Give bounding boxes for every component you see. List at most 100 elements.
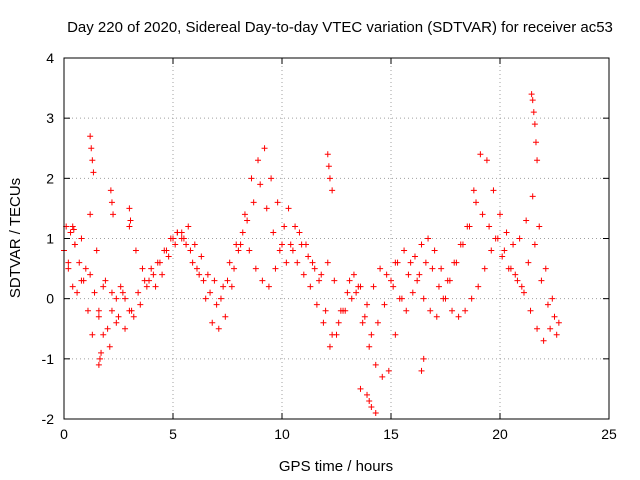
data-point xyxy=(224,277,231,284)
data-point xyxy=(69,283,76,290)
x-tick-label: 20 xyxy=(492,426,508,442)
data-point xyxy=(104,325,111,332)
data-point xyxy=(265,283,272,290)
data-point xyxy=(106,343,113,350)
data-point xyxy=(477,151,484,158)
data-point xyxy=(222,313,229,320)
data-point xyxy=(272,265,279,272)
data-point xyxy=(65,259,72,266)
data-point xyxy=(348,295,355,302)
data-point xyxy=(329,187,336,194)
data-point xyxy=(503,229,510,236)
data-point xyxy=(420,355,427,362)
data-point xyxy=(350,271,357,278)
data-point xyxy=(311,265,318,272)
data-point xyxy=(87,133,94,140)
data-point xyxy=(200,277,207,284)
data-point xyxy=(392,331,399,338)
data-point xyxy=(154,259,161,266)
data-point xyxy=(516,235,523,242)
data-point xyxy=(326,343,333,350)
data-point xyxy=(372,409,379,416)
data-point xyxy=(226,259,233,266)
data-point xyxy=(87,211,94,218)
data-point xyxy=(525,259,532,266)
data-point xyxy=(100,331,107,338)
data-point xyxy=(455,313,462,320)
data-point xyxy=(250,199,257,206)
series-track-a xyxy=(61,145,562,380)
data-point xyxy=(414,277,421,284)
data-point xyxy=(300,271,307,278)
data-point xyxy=(353,289,360,296)
y-tick-label: 3 xyxy=(46,110,54,126)
data-point xyxy=(322,307,329,314)
y-tick-label: 0 xyxy=(46,291,54,307)
data-point xyxy=(531,121,538,128)
data-point xyxy=(401,247,408,254)
data-point xyxy=(553,331,560,338)
data-point xyxy=(355,283,362,290)
data-point xyxy=(263,205,270,212)
data-point xyxy=(520,289,527,296)
data-point xyxy=(377,265,384,272)
data-point xyxy=(137,301,144,308)
y-tick-label: -1 xyxy=(42,351,55,367)
data-point xyxy=(148,265,155,272)
data-point xyxy=(294,259,301,266)
data-point xyxy=(113,295,120,302)
data-point xyxy=(95,313,102,320)
grid xyxy=(64,58,609,419)
y-tick-label: 2 xyxy=(46,170,54,186)
data-point xyxy=(479,211,486,218)
data-point xyxy=(231,265,238,272)
data-point xyxy=(490,187,497,194)
y-tick-label: -2 xyxy=(42,411,55,427)
data-point xyxy=(346,277,353,284)
x-tick-label: 0 xyxy=(60,426,68,442)
data-point xyxy=(381,301,388,308)
data-point xyxy=(368,331,375,338)
data-point xyxy=(108,289,115,296)
data-point xyxy=(139,265,146,272)
data-point xyxy=(292,223,299,230)
data-point xyxy=(324,151,331,158)
data-point xyxy=(492,235,499,242)
data-point xyxy=(309,259,316,266)
data-point xyxy=(237,241,244,248)
data-point xyxy=(335,319,342,326)
data-point xyxy=(518,283,525,290)
data-point xyxy=(331,277,338,284)
data-point xyxy=(468,295,475,302)
data-point xyxy=(108,307,115,314)
data-point xyxy=(204,271,211,278)
data-point xyxy=(523,217,530,224)
data-point xyxy=(374,319,381,326)
data-point xyxy=(259,277,266,284)
data-point xyxy=(359,319,366,326)
data-point xyxy=(316,277,323,284)
data-point xyxy=(366,343,373,350)
data-point xyxy=(305,253,312,260)
data-point xyxy=(67,229,74,236)
data-point xyxy=(529,97,536,104)
data-point xyxy=(74,289,81,296)
x-axis-label: GPS time / hours xyxy=(279,458,393,475)
data-point xyxy=(510,241,517,248)
data-point xyxy=(213,301,220,308)
data-point xyxy=(183,241,190,248)
data-point xyxy=(325,163,332,170)
data-point xyxy=(528,91,535,98)
data-point xyxy=(501,247,508,254)
data-point xyxy=(167,235,174,242)
data-point xyxy=(100,283,107,290)
data-point xyxy=(215,325,222,332)
data-point xyxy=(108,199,115,206)
data-point xyxy=(361,313,368,320)
data-point xyxy=(449,307,456,314)
data-point xyxy=(357,385,364,392)
data-point xyxy=(531,241,538,248)
data-point xyxy=(326,175,333,182)
data-point xyxy=(529,193,536,200)
data-point xyxy=(431,247,438,254)
